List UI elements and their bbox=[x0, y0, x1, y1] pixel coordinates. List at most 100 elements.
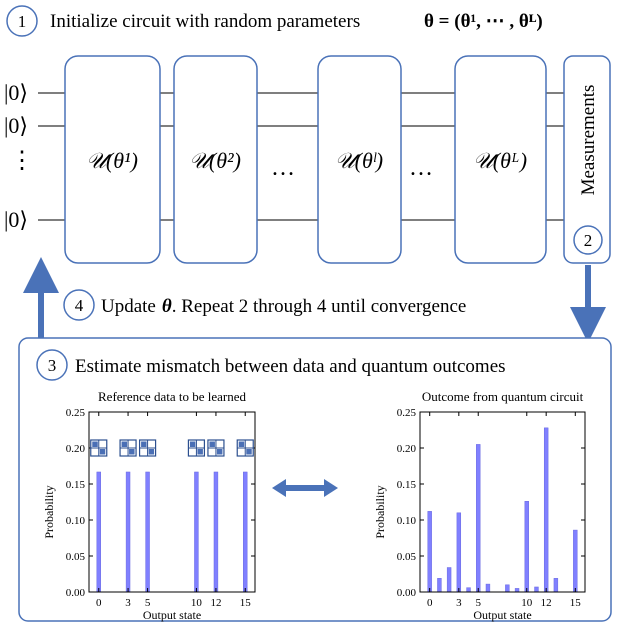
chart-bar bbox=[505, 584, 510, 593]
pattern-icon-cell bbox=[209, 441, 215, 447]
x-tick-label: 12 bbox=[210, 597, 221, 609]
step2-number-circle bbox=[573, 225, 603, 255]
pattern-icon-cell bbox=[129, 449, 135, 455]
y-tick-label: 0.15 bbox=[397, 479, 417, 491]
chart-bar bbox=[485, 583, 491, 593]
y-axis-label: Probability bbox=[373, 485, 387, 538]
pattern-icon-cell bbox=[238, 441, 245, 447]
input-vdots: ⋮ bbox=[10, 148, 34, 174]
chart-bar bbox=[476, 444, 481, 593]
chart-bar bbox=[194, 471, 199, 593]
step1-text: Initialize circuit with random parameter… bbox=[50, 11, 360, 32]
x-tick-label: 3 bbox=[456, 597, 462, 609]
chart-bar bbox=[514, 588, 520, 593]
input-states: |0⟩ |0⟩ ⋮ |0⟩ bbox=[4, 80, 34, 232]
step4-text-before: Update bbox=[101, 296, 156, 317]
x-tick-label: 15 bbox=[570, 597, 582, 609]
unitary-label-L: 𝒰(θᴸ) bbox=[473, 148, 527, 173]
step3-number-circle bbox=[36, 349, 68, 381]
step4-text-after: . Repeat 2 through 4 until convergence bbox=[172, 296, 467, 317]
chart-bar bbox=[427, 511, 432, 593]
chart-bar bbox=[543, 427, 549, 593]
step4-header: 4 Update θ. Repeat 2 through 4 until conv… bbox=[63, 289, 466, 321]
y-tick-label: 0.20 bbox=[397, 443, 417, 455]
unitary-block-2 bbox=[173, 55, 258, 264]
step2-number: 2 bbox=[584, 231, 593, 250]
y-tick-label: 0.00 bbox=[397, 587, 417, 599]
pattern-icon bbox=[90, 439, 108, 457]
step1-formula: θ = (θ¹, ⋯ , θᴸ) bbox=[424, 11, 543, 32]
pattern-icon bbox=[236, 439, 254, 457]
measurements-box bbox=[563, 55, 611, 264]
pattern-icon-cell bbox=[92, 441, 98, 447]
y-tick-label: 0.00 bbox=[66, 587, 86, 599]
measurements-block: Measurements 2 bbox=[563, 55, 611, 264]
pattern-icon-cell bbox=[216, 449, 223, 455]
y-tick-label: 0.10 bbox=[397, 515, 417, 527]
x-tick-label: 10 bbox=[521, 597, 533, 609]
chart-frame bbox=[88, 411, 256, 593]
chart-bar bbox=[213, 471, 219, 593]
step4-number-circle bbox=[63, 289, 95, 321]
chart-bar bbox=[456, 512, 462, 593]
chart-bar bbox=[466, 587, 471, 593]
x-tick-label: 5 bbox=[145, 597, 151, 609]
chart-frame bbox=[419, 411, 586, 593]
step4-text: Update θ. Repeat 2 through 4 until conver… bbox=[101, 296, 466, 317]
step3-panel: 3 Estimate mismatch between data and qua… bbox=[18, 337, 612, 622]
chart-bar bbox=[524, 501, 529, 593]
y-tick-label: 0.05 bbox=[66, 551, 86, 563]
input-state-4: |0⟩ bbox=[4, 207, 28, 232]
chart-bar bbox=[96, 471, 101, 593]
y-tick-label: 0.25 bbox=[66, 407, 86, 419]
step4-theta: θ bbox=[162, 296, 172, 317]
x-tick-label: 3 bbox=[125, 597, 131, 609]
pattern-icon bbox=[187, 439, 206, 457]
chart-bar bbox=[534, 586, 539, 593]
y-tick-label: 0.10 bbox=[66, 515, 86, 527]
measurements-label: Measurements bbox=[578, 85, 599, 196]
comparison-arrow-left-head bbox=[272, 479, 286, 497]
chart-bar bbox=[446, 567, 452, 593]
feedback-arrows bbox=[23, 257, 606, 343]
y-tick-label: 0.25 bbox=[397, 407, 417, 419]
unitary-label-l: 𝒰(θˡ) bbox=[335, 148, 383, 173]
unitary-block-l bbox=[317, 55, 402, 264]
input-state-2: |0⟩ bbox=[4, 113, 28, 138]
unitary-blocks: 𝒰(θ¹) 𝒰(θ²) … 𝒰(θˡ) … 𝒰(θᴸ) bbox=[64, 55, 547, 264]
step1-number-circle bbox=[6, 5, 38, 37]
x-tick-label: 15 bbox=[240, 597, 252, 609]
x-axis-label: Output state bbox=[143, 608, 201, 622]
x-tick-label: 0 bbox=[96, 597, 102, 609]
x-tick-label: 12 bbox=[541, 597, 552, 609]
step1-number: 1 bbox=[18, 12, 27, 31]
unitary-label-1: 𝒰(θ¹) bbox=[86, 148, 138, 173]
pattern-icon bbox=[207, 439, 225, 457]
step1-header: 1 Initialize circuit with random paramet… bbox=[6, 5, 543, 37]
y-axis-label: Probability bbox=[42, 485, 56, 538]
chart-title: Outcome from quantum circuit bbox=[422, 389, 584, 404]
unitary-label-2: 𝒰(θ²) bbox=[189, 148, 241, 173]
pattern-icon bbox=[119, 439, 137, 457]
unitary-block-L bbox=[454, 55, 547, 264]
pattern-icon bbox=[138, 439, 157, 457]
chart-bar bbox=[125, 471, 131, 593]
chart-bar bbox=[243, 471, 248, 593]
pattern-icon-cell bbox=[141, 441, 147, 447]
pattern-icon-cell bbox=[121, 441, 128, 447]
y-tick-label: 0.15 bbox=[66, 479, 86, 491]
step3-number: 3 bbox=[48, 356, 57, 375]
step4-number: 4 bbox=[75, 296, 84, 315]
ellipsis-1: … bbox=[271, 155, 295, 181]
pattern-icon-cell bbox=[246, 449, 252, 455]
ellipsis-2: … bbox=[409, 155, 433, 181]
x-tick-label: 0 bbox=[427, 597, 433, 609]
comparison-arrow bbox=[272, 479, 338, 497]
comparison-arrow-right-head bbox=[324, 479, 338, 497]
chart-bar bbox=[145, 471, 150, 593]
step3-text: Estimate mismatch between data and quant… bbox=[75, 356, 506, 377]
chart-bar bbox=[553, 578, 559, 593]
x-tick-label: 5 bbox=[475, 597, 481, 609]
pattern-icon-cell bbox=[189, 441, 196, 447]
step3-box bbox=[18, 337, 612, 622]
